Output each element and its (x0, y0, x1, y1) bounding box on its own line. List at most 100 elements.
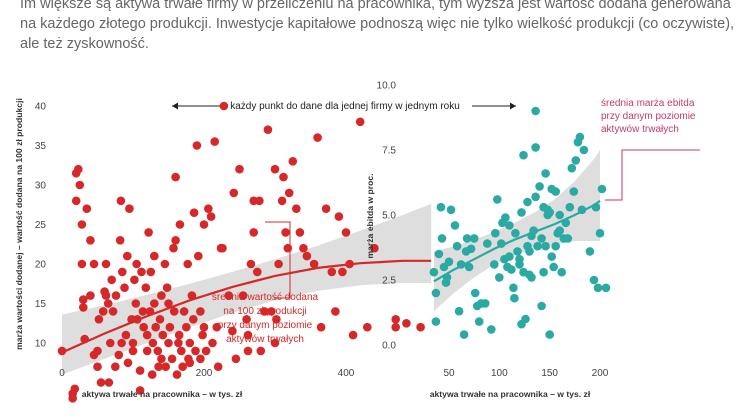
data-point (194, 251, 203, 261)
data-point (192, 141, 202, 150)
data-point (531, 106, 540, 116)
data-point (575, 132, 585, 142)
data-point (114, 350, 124, 360)
data-point (57, 346, 67, 356)
data-point (557, 267, 566, 277)
data-point (252, 267, 262, 277)
data-point (162, 283, 172, 293)
data-point (597, 184, 607, 194)
data-point (98, 307, 108, 316)
data-point (171, 172, 180, 182)
trend-annotation-line: średnia marża ebitda (601, 98, 695, 109)
x-tick-label: 50 (443, 368, 455, 379)
y-tick-label: 0.0 (382, 341, 396, 352)
data-point (120, 283, 129, 293)
data-point (515, 260, 524, 269)
data-point (71, 196, 81, 206)
data-point (525, 247, 534, 256)
data-point (469, 234, 479, 243)
data-point (199, 220, 209, 229)
x-tick-label: 200 (592, 368, 609, 379)
data-point (155, 315, 165, 324)
data-point (246, 259, 256, 269)
data-point (338, 267, 347, 277)
data-point (483, 239, 492, 248)
data-point (513, 247, 522, 256)
data-point (545, 208, 554, 217)
intro-line-2: na każdego złotego produkcji. Inwestycje… (20, 16, 735, 32)
data-point (131, 299, 141, 308)
data-point (142, 346, 152, 356)
top-note-label: każdy punkt do dane dla jednej firmy w j… (230, 101, 460, 112)
y-tick-label: 25 (35, 220, 47, 231)
data-point (565, 202, 575, 212)
x-axis-label: aktywa trwałe na pracownika – w tys. zł (430, 389, 591, 399)
data-point (86, 291, 95, 300)
data-point (523, 197, 532, 207)
data-point (299, 243, 308, 253)
data-point (563, 234, 573, 243)
x-tick-label: 150 (541, 368, 558, 379)
data-point (206, 212, 216, 221)
data-point (284, 188, 294, 198)
data-point (466, 244, 476, 254)
data-point (86, 236, 95, 245)
data-point (505, 221, 514, 230)
data-point (585, 247, 595, 256)
data-point (348, 330, 358, 340)
data-point (108, 307, 118, 316)
data-point (283, 243, 293, 253)
data-point (495, 273, 504, 282)
data-point (549, 262, 558, 272)
data-point (288, 157, 298, 166)
data-point (416, 322, 425, 332)
data-point (464, 262, 474, 272)
data-point (242, 315, 251, 324)
data-point (491, 228, 500, 238)
data-point (509, 283, 518, 293)
data-point (295, 228, 305, 237)
data-point (601, 283, 611, 293)
data-point (272, 315, 281, 324)
data-point (462, 234, 472, 243)
data-point (93, 346, 102, 356)
data-point (106, 338, 115, 348)
data-point (179, 307, 189, 316)
data-point (434, 249, 444, 259)
data-point (334, 212, 344, 221)
data-point (128, 346, 138, 356)
data-point (551, 187, 560, 196)
y-axis-label: marża ebitda w proc. (365, 173, 375, 258)
data-point (274, 259, 283, 269)
data-point (535, 182, 544, 191)
data-point (267, 307, 276, 316)
data-point (533, 241, 542, 251)
data-point (263, 125, 273, 134)
data-point (75, 180, 85, 190)
y-tick-label: 35 (35, 141, 47, 152)
data-point (431, 288, 441, 298)
data-point (249, 228, 258, 237)
y-tick-label: 2.5 (382, 276, 396, 287)
data-point (141, 283, 151, 293)
data-point (474, 317, 484, 326)
data-point (161, 362, 170, 372)
data-point (569, 187, 579, 196)
data-point (123, 251, 132, 261)
data-point (541, 241, 550, 251)
data-point (189, 208, 199, 217)
y-tick-label: 5.0 (382, 211, 396, 222)
data-point (510, 293, 519, 303)
data-point (148, 338, 158, 348)
data-point (116, 196, 126, 206)
intro-line-3: ale też zyskowność. (20, 36, 149, 52)
data-point (444, 257, 454, 267)
data-point (169, 307, 179, 316)
data-point (182, 322, 191, 332)
data-point (487, 325, 496, 334)
data-point (77, 259, 87, 269)
data-point (196, 354, 205, 364)
data-point (243, 346, 253, 356)
data-point (132, 259, 141, 269)
data-point (164, 338, 173, 348)
